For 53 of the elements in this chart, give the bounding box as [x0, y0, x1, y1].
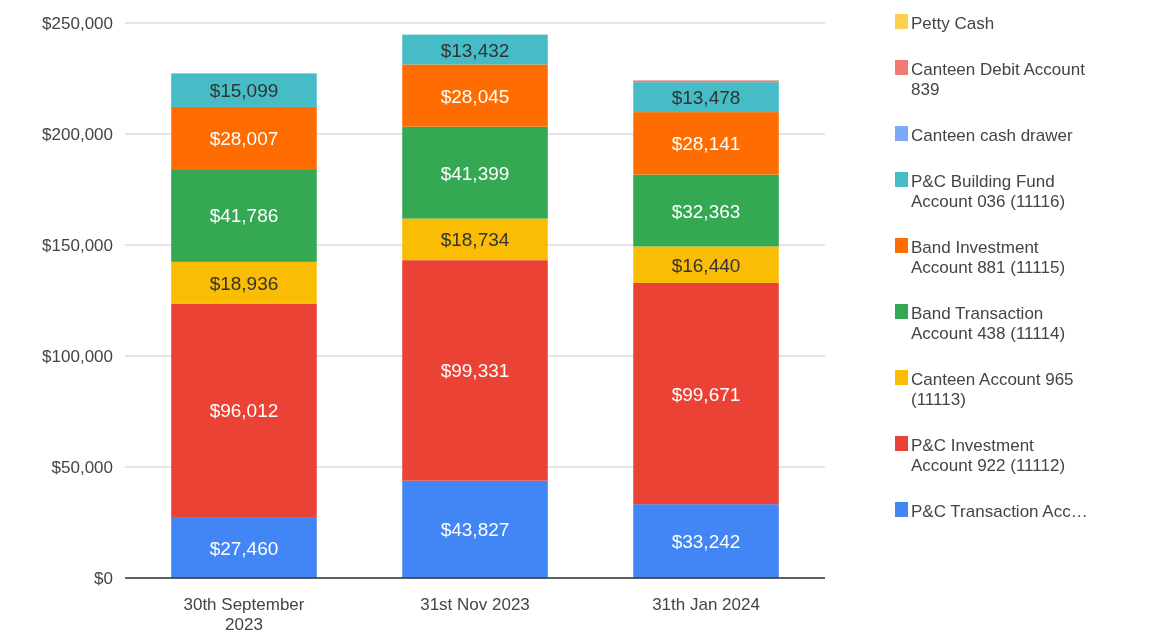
data-label: $41,399 — [440, 162, 510, 184]
data-label: $32,363 — [671, 200, 741, 222]
data-label: $13,432 — [440, 39, 510, 61]
legend-label: Canteen Account 965 (11113) — [911, 370, 1074, 409]
bar — [171, 73, 317, 107]
bar — [633, 504, 779, 578]
data-label: $28,045 — [440, 85, 510, 107]
legend-label: Band Investment Account 881 (11115) — [911, 238, 1066, 277]
data-label: $28,141 — [671, 133, 741, 155]
data-label: $99,331 — [440, 360, 510, 382]
data-label: $15,099 — [209, 80, 279, 102]
data-label: $28,007 — [209, 128, 279, 149]
bar — [633, 112, 779, 175]
bar — [402, 64, 548, 127]
data-label: $18,734 — [440, 229, 510, 251]
bar — [171, 517, 317, 578]
x-tick-label: 31st Nov 2023 — [420, 595, 530, 614]
legend-label: P&C Building Fund Account 036 (11116) — [911, 172, 1066, 211]
y-tick-label: $200,000 — [42, 125, 113, 144]
legend-label: P&C Transaction Acc… — [911, 502, 1088, 521]
data-label: $18,936 — [209, 272, 279, 294]
y-tick-label: $150,000 — [42, 236, 113, 255]
y-tick-label: $100,000 — [42, 347, 113, 366]
bar — [171, 169, 317, 262]
legend-label: Canteen Debit Account 839 — [911, 60, 1086, 99]
legend-label: Canteen cash drawer — [911, 126, 1073, 145]
bar — [402, 480, 548, 578]
legend-label: Band Transaction Account 438 (11114) — [911, 304, 1066, 343]
data-label: $16,440 — [671, 254, 741, 276]
data-label: $27,460 — [209, 537, 279, 559]
x-tick-label: 31th Jan 2024 — [652, 595, 760, 614]
bar — [402, 260, 548, 481]
bar — [171, 303, 317, 518]
data-label: $96,012 — [209, 400, 279, 422]
bar — [633, 282, 779, 505]
data-label: $43,827 — [440, 519, 510, 541]
bar — [402, 126, 548, 219]
legend-label: P&C Investment Account 922 (11112) — [911, 436, 1066, 475]
y-tick-label: $50,000 — [51, 458, 113, 477]
data-label: $33,242 — [671, 531, 741, 553]
data-label: $13,478 — [671, 87, 741, 109]
bar — [633, 174, 779, 247]
y-tick-label: $250,000 — [42, 14, 113, 33]
legend-label: Petty Cash — [911, 14, 995, 33]
bar — [402, 218, 548, 261]
x-tick-label: 30th September 2023 — [183, 595, 305, 634]
data-label: $99,671 — [671, 383, 741, 405]
y-tick-label: $0 — [94, 569, 113, 588]
bar — [633, 246, 779, 283]
data-label: $41,786 — [209, 205, 279, 227]
bar — [633, 82, 779, 113]
bar — [171, 106, 317, 170]
bar — [171, 261, 317, 304]
